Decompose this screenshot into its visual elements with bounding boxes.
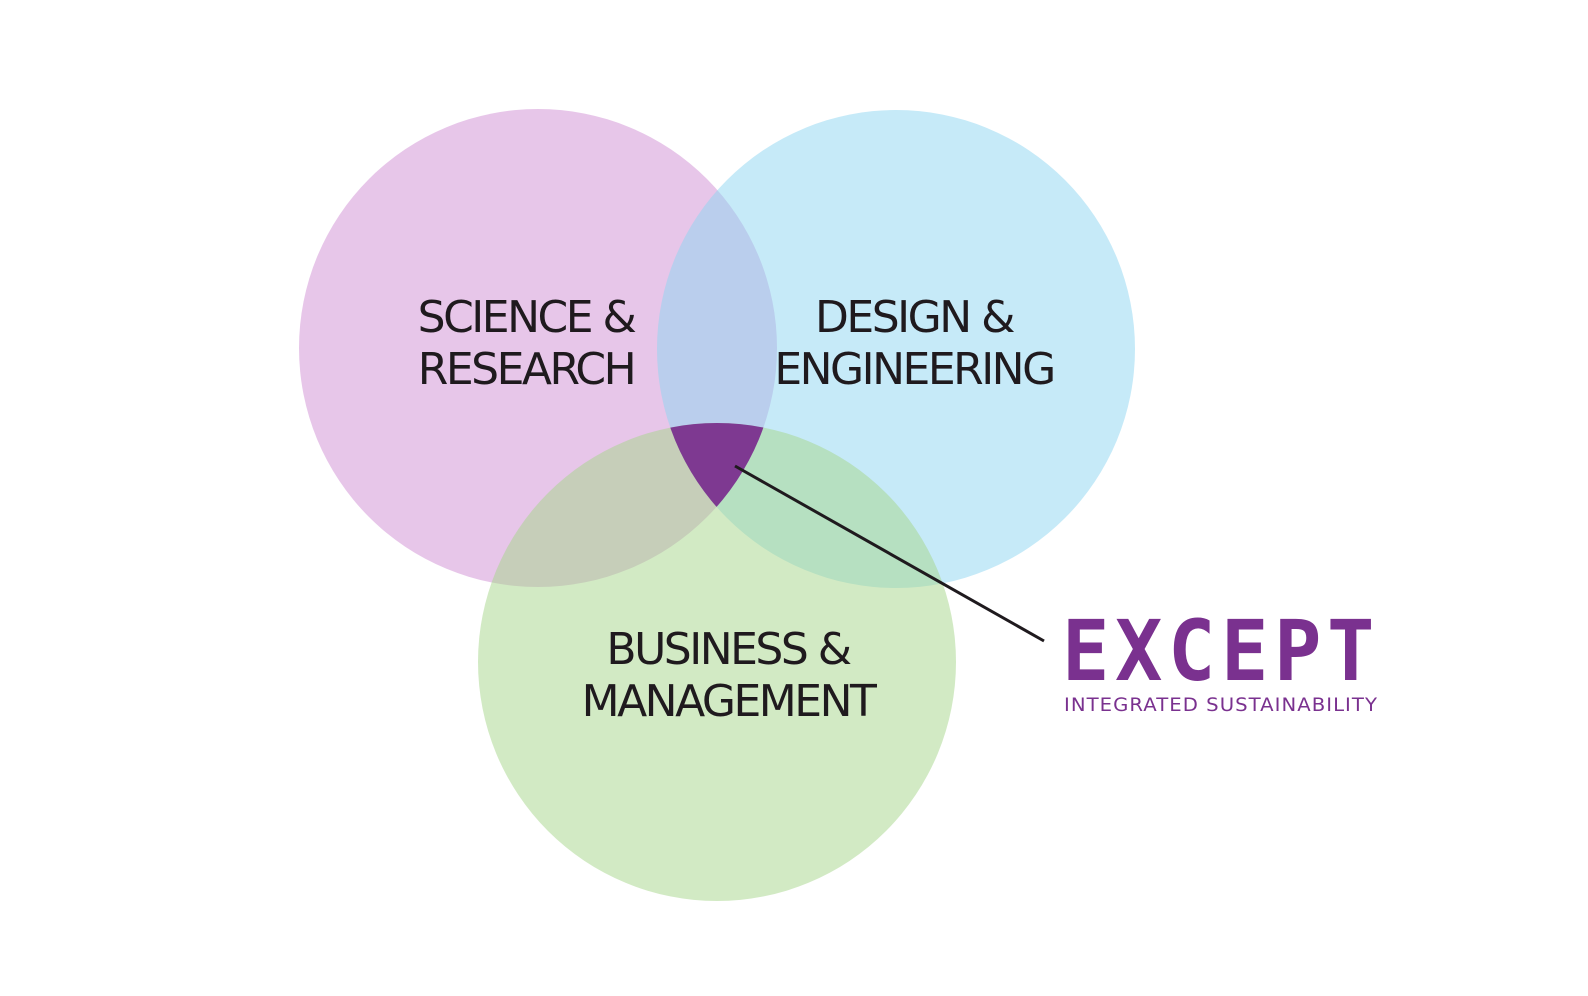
label-design-line1: DESIGN & [815,292,1014,343]
label-design-line2: ENGINEERING [774,344,1053,395]
label-business-line2: MANAGEMENT [582,676,877,727]
brand-tagline: INTEGRATED SUSTAINABILITY [1064,694,1378,716]
label-science-line2: RESEARCH [418,344,634,395]
circle-business-management [478,423,956,901]
leader-line [734,464,1045,643]
brand-logo: EXCEPT INTEGRATED SUSTAINABILITY [1062,602,1380,716]
label-science-line1: SCIENCE & [418,292,636,343]
brand-name: EXCEPT [1062,602,1380,700]
label-business-line1: BUSINESS & [606,624,850,675]
